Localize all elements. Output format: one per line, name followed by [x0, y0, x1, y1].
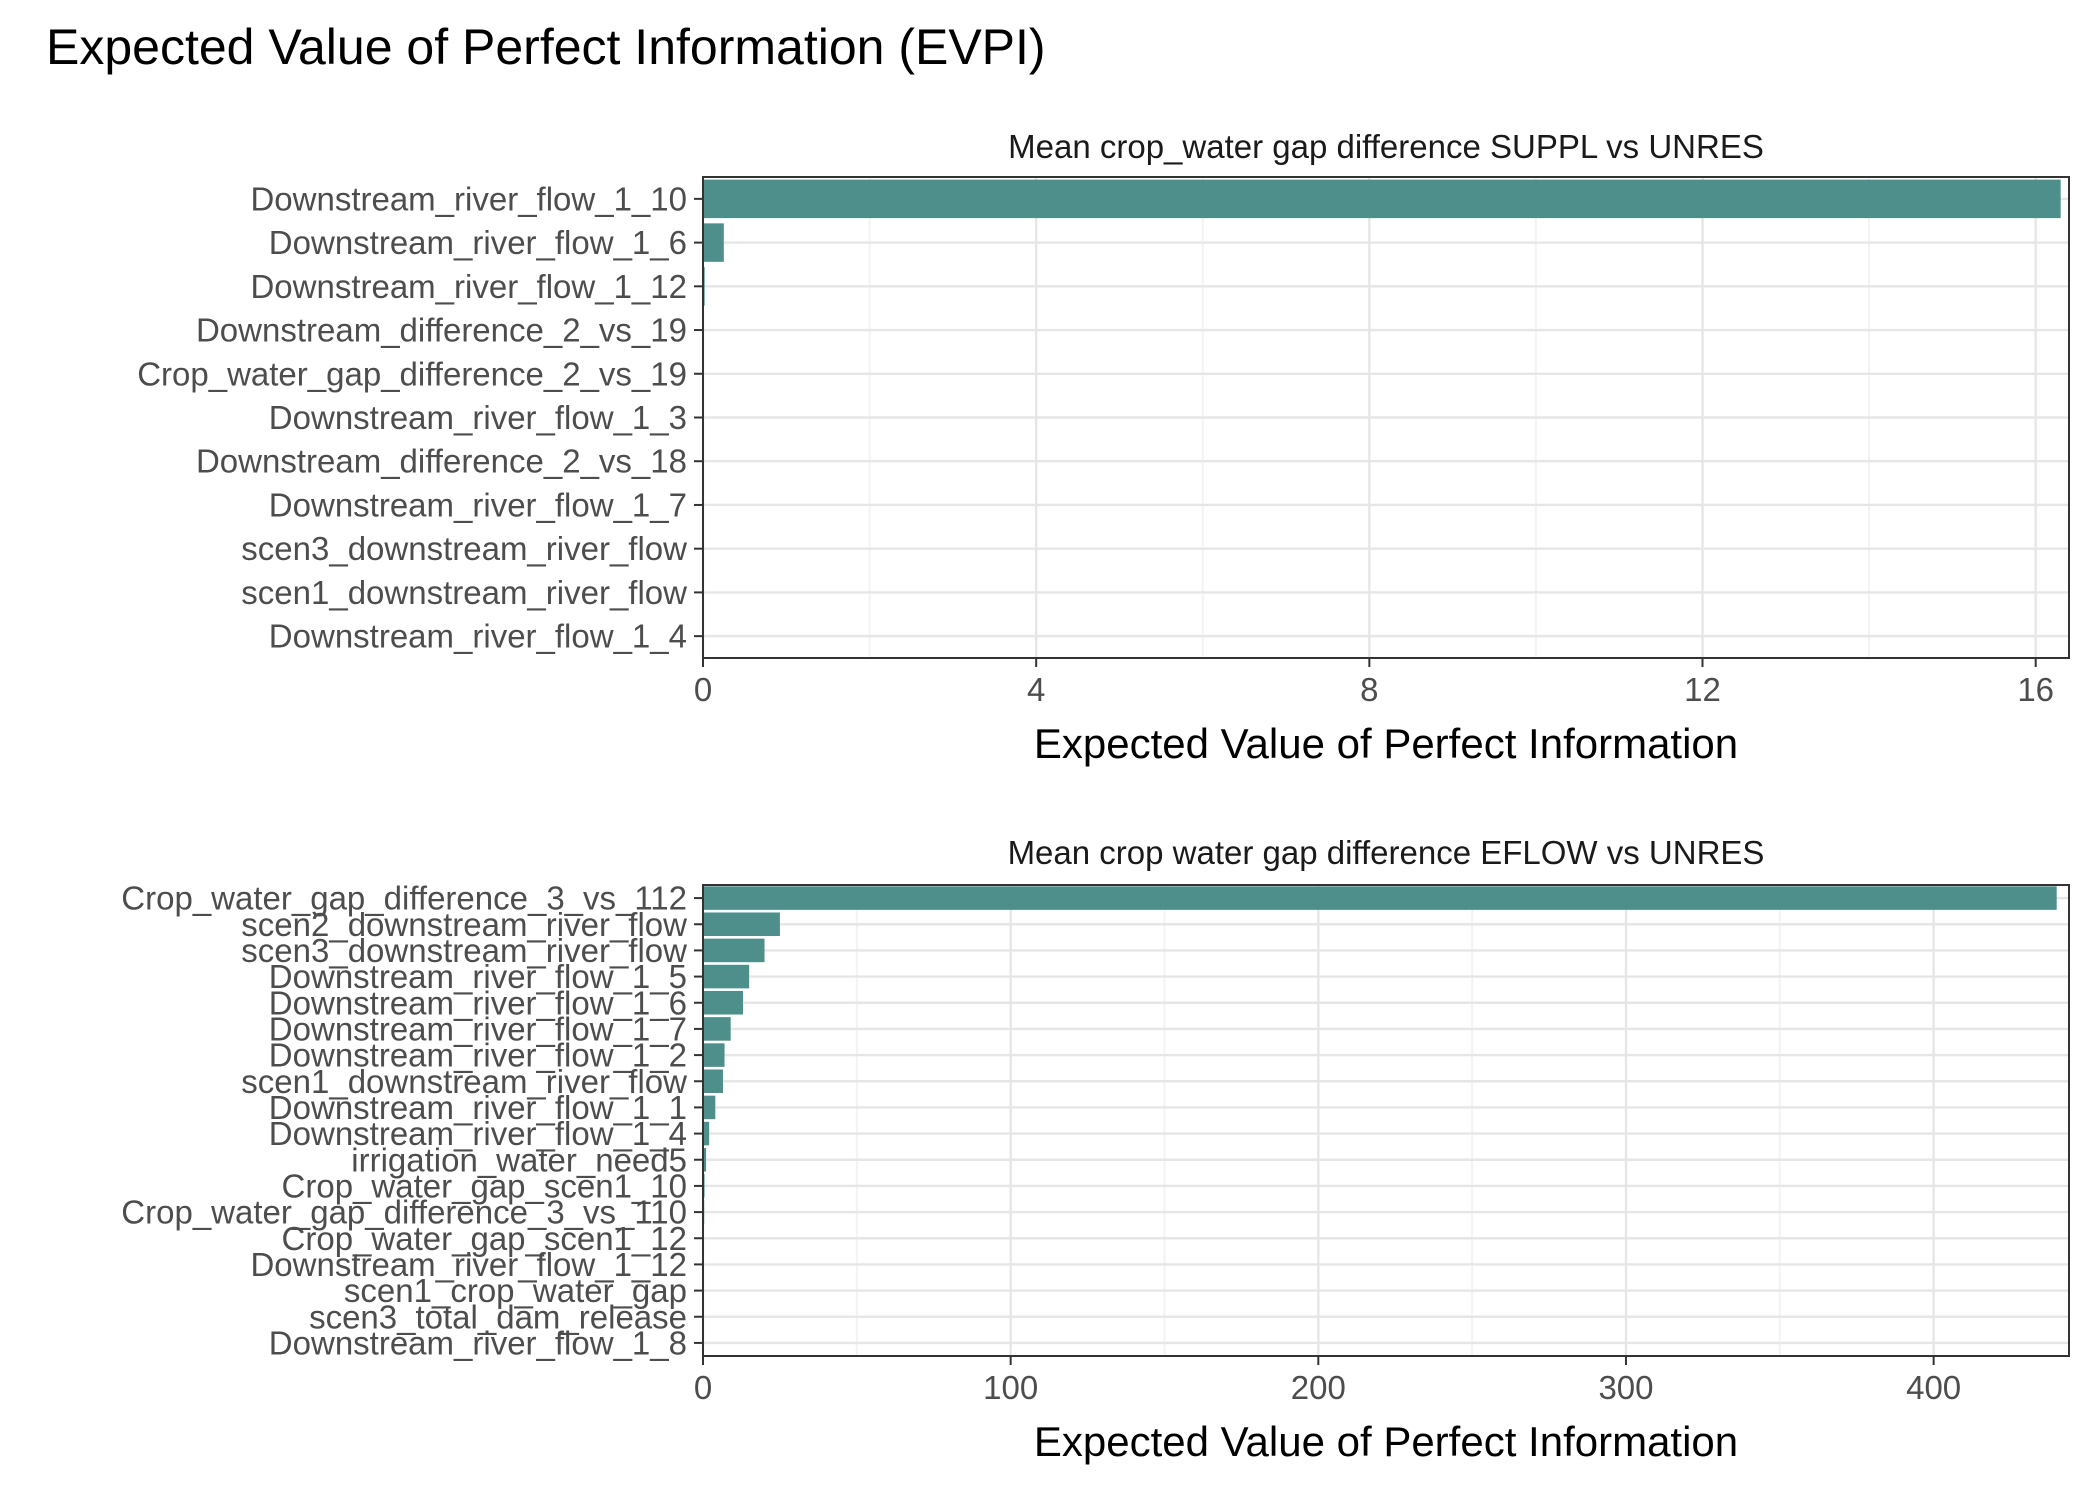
x-tick-label: 8 [1360, 671, 1378, 708]
y-tick-label: Downstream_river_flow_1_10 [250, 180, 687, 217]
bar-scen3-downstream-river-flow [703, 938, 765, 963]
bar-irrigation-water-need5 [703, 1147, 707, 1172]
y-tick-label: Crop_water_gap_difference_2_vs_19 [137, 355, 687, 392]
bar-downstream-river-flow-1-6 [703, 223, 724, 262]
y-tick-label: Downstream_river_flow_1_4 [269, 618, 687, 655]
y-tick-label: Downstream_river_flow_1_6 [269, 224, 687, 261]
y-tick-label: Downstream_river_flow_1_2 [269, 1037, 687, 1074]
y-tick-label: Downstream_river_flow_1_7 [269, 1010, 687, 1047]
y-tick-label: scen1_downstream_river_flow [241, 574, 687, 611]
y-tick-label: scen3_downstream_river_flow [241, 530, 687, 567]
y-tick-label: Crop_water_gap_scen1_10 [282, 1167, 687, 1204]
y-tick-label: Downstream_difference_2_vs_18 [196, 443, 687, 480]
bar-scen1-downstream-river-flow [703, 1069, 723, 1094]
x-tick-label: 300 [1598, 1369, 1653, 1406]
y-tick-label: scen3_downstream_river_flow [241, 932, 687, 969]
y-tick-label: Crop_water_gap_difference_3_vs_110 [121, 1194, 687, 1231]
panel-title: Mean crop water gap difference EFLOW vs … [1008, 834, 1765, 871]
y-tick-label: Downstream_river_flow_1_5 [269, 958, 687, 995]
y-tick-label: scen1_downstream_river_flow [241, 1063, 687, 1100]
y-tick-label: Downstream_river_flow_1_7 [269, 486, 687, 523]
bar-downstream-river-flow-1-7 [703, 1017, 731, 1041]
x-tick-label: 400 [1906, 1369, 1961, 1406]
y-tick-label: Downstream_river_flow_1_4 [269, 1115, 687, 1152]
y-tick-label: Downstream_river_flow_1_12 [250, 1246, 687, 1283]
y-tick-label: scen1_crop_water_gap [344, 1272, 687, 1309]
page-title: Expected Value of Perfect Information (E… [46, 19, 1046, 75]
panel-eflow-vs-unres: Crop_water_gap_difference_3_vs_112scen2_… [121, 834, 2070, 1465]
panel-title: Mean crop_water gap difference SUPPL vs … [1008, 128, 1764, 165]
bar-downstream-river-flow-1-2 [703, 1043, 725, 1067]
x-axis-title: Expected Value of Perfect Information [1034, 1418, 1738, 1465]
bar-downstream-river-flow-1-1 [703, 1095, 716, 1120]
x-tick-label: 16 [2017, 671, 2054, 708]
x-tick-label: 4 [1027, 671, 1045, 708]
y-tick-label: Downstream_river_flow_1_8 [269, 1324, 687, 1361]
y-tick-label: Downstream_river_flow_1_1 [269, 1089, 687, 1126]
bar-scen2-downstream-river-flow [703, 912, 780, 937]
x-tick-label: 0 [694, 1369, 712, 1406]
bar-downstream-river-flow-1-10 [703, 179, 2061, 219]
y-tick-label: Downstream_difference_2_vs_19 [196, 312, 687, 349]
bar-crop-water-gap-difference-3-vs-112 [703, 886, 2057, 910]
x-tick-label: 12 [1684, 671, 1721, 708]
x-axis-title: Expected Value of Perfect Information [1034, 720, 1738, 767]
y-tick-label: irrigation_water_need5 [351, 1141, 687, 1178]
x-tick-label: 0 [694, 671, 712, 708]
panel-border [702, 884, 2070, 1357]
y-tick-label: Downstream_river_flow_1_3 [269, 399, 687, 436]
y-tick-label: Downstream_river_flow_1_6 [269, 984, 687, 1021]
panel-suppl-vs-unres: Downstream_river_flow_1_10 Downstream_riv… [137, 128, 2070, 767]
y-tick-label: scen3_total_dam_release [309, 1298, 687, 1335]
y-tick-label: Downstream_river_flow_1_12 [250, 268, 687, 305]
y-tick-label: Crop_water_gap_difference_3_vs_112 [121, 880, 687, 917]
y-tick-label: scen2_downstream_river_flow [241, 906, 687, 943]
bar-downstream-river-flow-1-4 [703, 1121, 710, 1146]
x-tick-label: 100 [983, 1369, 1038, 1406]
bar-downstream-river-flow-1-6 [703, 990, 743, 1015]
y-tick-label: Crop_water_gap_scen1_12 [282, 1220, 687, 1257]
bar-downstream-river-flow-1-5 [703, 964, 750, 989]
x-tick-label: 200 [1291, 1369, 1346, 1406]
